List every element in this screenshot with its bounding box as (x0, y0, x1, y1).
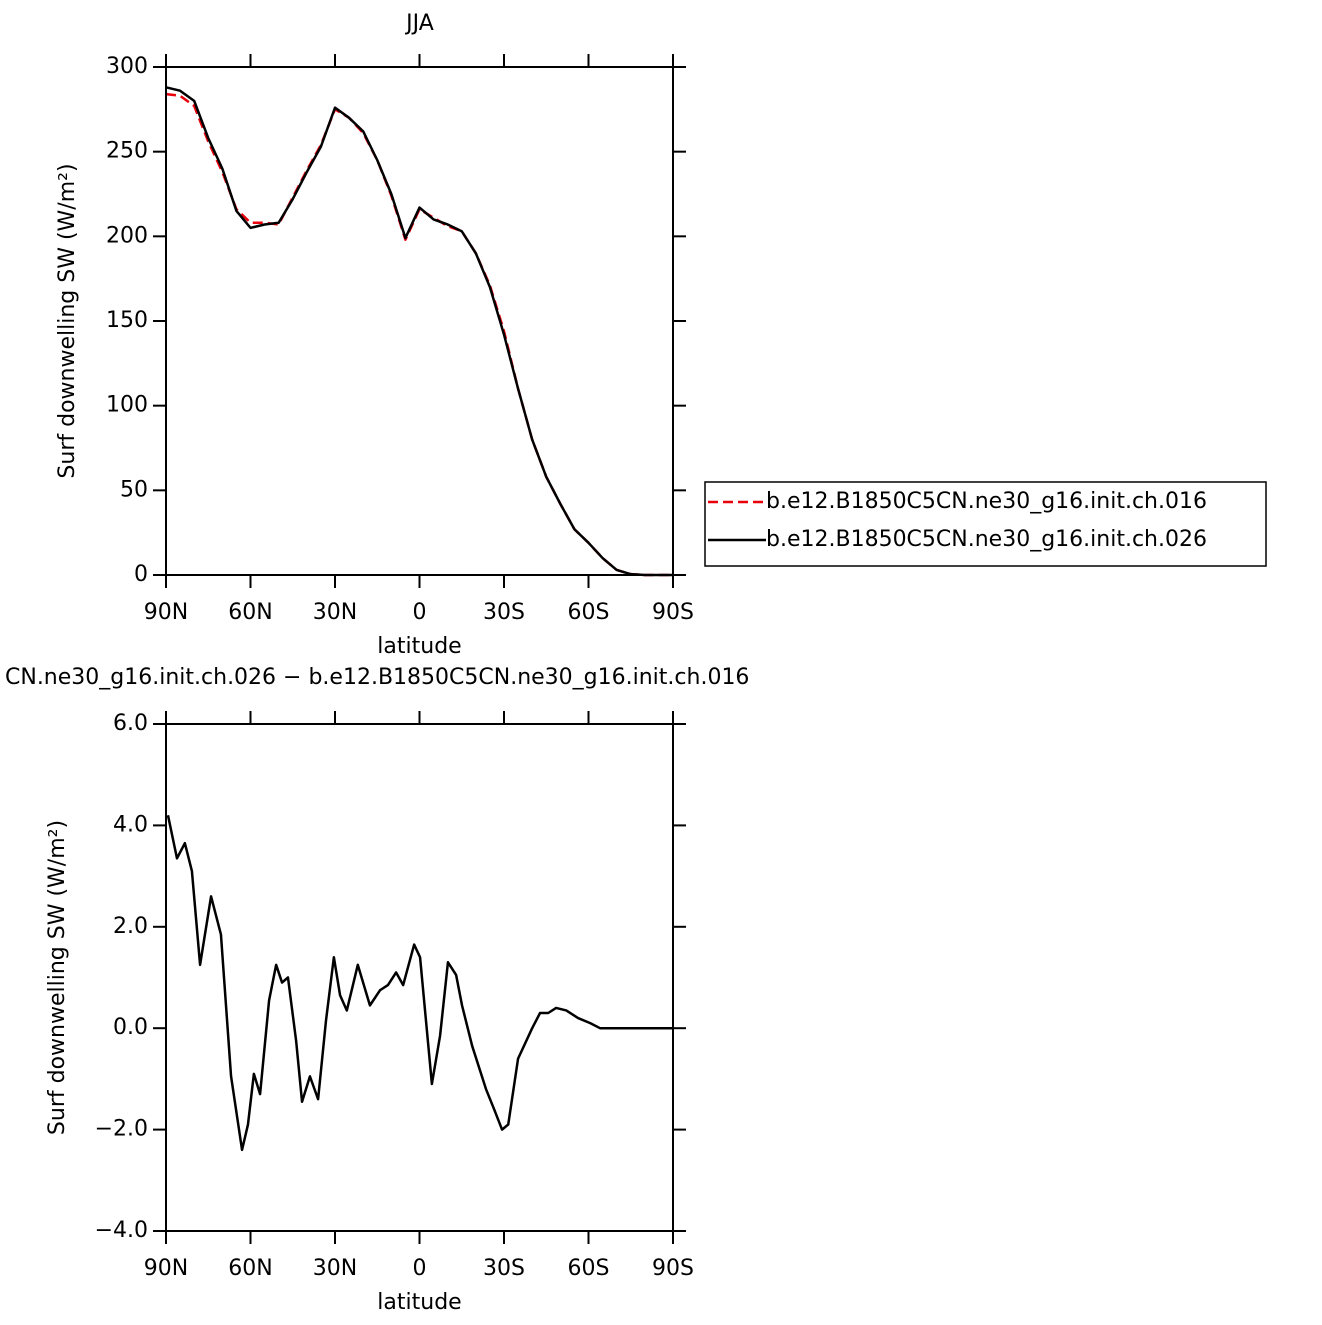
y-tick-label: 50 (120, 477, 148, 502)
y-axis-label: Surf downwelling SW (W/m²) (55, 163, 80, 478)
x-tick-label: 60S (568, 1256, 610, 1281)
y-tick-label: 4.0 (113, 812, 148, 837)
y-tick-label: 6.0 (113, 711, 148, 736)
y-tick-label: 0 (134, 562, 148, 587)
y-tick-label: 300 (106, 54, 148, 79)
chart-title: CN.ne30_g16.init.ch.026 − b.e12.B1850C5C… (5, 665, 749, 690)
chart-title: JJA (404, 11, 434, 36)
x-tick-label: 0 (413, 1256, 427, 1281)
x-tick-label: 30N (313, 600, 357, 625)
x-tick-label: 90N (144, 1256, 188, 1281)
x-tick-label: 30S (483, 1256, 525, 1281)
x-axis-label: latitude (377, 1290, 461, 1315)
y-tick-label: 0.0 (113, 1015, 148, 1040)
x-tick-label: 30N (313, 1256, 357, 1281)
x-tick-label: 60N (228, 600, 272, 625)
y-tick-label: −4.0 (95, 1218, 148, 1243)
x-tick-label: 60S (568, 600, 610, 625)
x-tick-label: 30S (483, 600, 525, 625)
y-tick-label: 250 (106, 139, 148, 164)
y-tick-label: 200 (106, 223, 148, 248)
plot-frame (165, 66, 674, 576)
legend-label: b.e12.B1850C5CN.ne30_g16.init.ch.016 (766, 489, 1207, 514)
x-tick-label: 0 (413, 600, 427, 625)
y-axis-label: Surf downwelling SW (W/m²) (45, 820, 70, 1135)
x-tick-label: 90N (144, 600, 188, 625)
y-tick-label: 150 (106, 308, 148, 333)
plot-frame (165, 723, 674, 1232)
y-tick-label: 2.0 (113, 914, 148, 939)
data-line (166, 815, 673, 1152)
x-tick-label: 90S (652, 1256, 694, 1281)
legend-label: b.e12.B1850C5CN.ne30_g16.init.ch.026 (766, 527, 1207, 552)
x-axis-label: latitude (377, 634, 461, 659)
x-tick-label: 60N (228, 1256, 272, 1281)
x-tick-label: 90S (652, 600, 694, 625)
y-tick-label: 100 (106, 393, 148, 418)
y-tick-label: −2.0 (95, 1117, 148, 1142)
legend-box (704, 481, 1267, 567)
data-line (165, 92, 673, 577)
data-line (165, 86, 673, 577)
